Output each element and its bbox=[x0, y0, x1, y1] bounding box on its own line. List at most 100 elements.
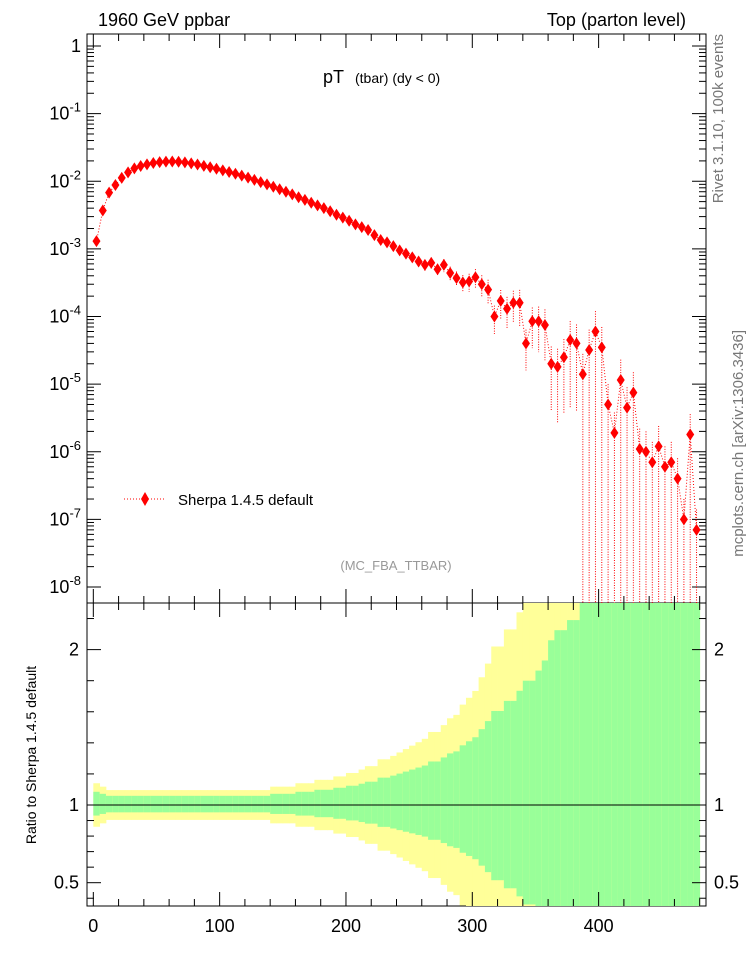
rivet-label: Rivet 3.1.10, 100k events bbox=[710, 34, 727, 203]
ratio-inner-band bbox=[503, 700, 511, 889]
ratio-inner-band bbox=[219, 795, 227, 813]
data-point bbox=[610, 426, 619, 439]
data-point bbox=[414, 255, 423, 268]
ratio-y-tick-label-right: 1 bbox=[714, 795, 724, 815]
ratio-inner-band bbox=[680, 603, 688, 906]
ratio-inner-band bbox=[516, 690, 524, 897]
ratio-inner-band bbox=[213, 795, 221, 813]
data-point bbox=[553, 360, 562, 373]
ratio-inner-band bbox=[560, 630, 568, 906]
data-point bbox=[206, 161, 215, 174]
x-tick-label: 400 bbox=[584, 916, 614, 936]
data-point bbox=[130, 162, 139, 175]
ratio-inner-band bbox=[352, 785, 360, 821]
ratio-y-tick-label-right: 0.5 bbox=[714, 873, 739, 893]
data-point bbox=[326, 205, 335, 218]
data-point bbox=[319, 202, 328, 215]
data-point bbox=[597, 341, 606, 354]
ratio-inner-band bbox=[447, 753, 454, 847]
ratio-inner-band bbox=[282, 793, 290, 814]
ratio-inner-band bbox=[137, 795, 145, 813]
ratio-bands bbox=[93, 603, 701, 906]
data-point bbox=[578, 368, 587, 381]
y-tick-label: 10-8 bbox=[49, 573, 81, 597]
ratio-inner-band bbox=[244, 795, 252, 813]
data-point bbox=[629, 386, 638, 399]
data-point bbox=[136, 160, 145, 173]
ratio-inner-band bbox=[453, 751, 461, 848]
data-series bbox=[92, 155, 701, 603]
ratio-inner-band bbox=[124, 795, 132, 813]
x-tick-label: 300 bbox=[457, 916, 487, 936]
data-point bbox=[572, 337, 581, 350]
data-point bbox=[566, 333, 575, 346]
x-tick-label: 0 bbox=[88, 916, 98, 936]
ratio-inner-band bbox=[112, 795, 119, 813]
data-point bbox=[345, 214, 354, 227]
y-tick-label: 10-1 bbox=[49, 100, 81, 124]
data-point bbox=[458, 276, 467, 289]
ratio-inner-band bbox=[238, 795, 246, 813]
y-tick-label: 10-7 bbox=[49, 505, 81, 529]
data-point bbox=[679, 513, 688, 526]
ratio-inner-band bbox=[308, 791, 315, 816]
data-point bbox=[161, 155, 170, 168]
data-point bbox=[338, 211, 347, 224]
data-point bbox=[218, 164, 227, 177]
ratio-inner-band bbox=[188, 795, 195, 813]
data-point bbox=[383, 236, 392, 249]
data-point bbox=[623, 401, 632, 414]
ratio-inner-band bbox=[585, 603, 593, 906]
data-point bbox=[648, 456, 657, 469]
ratio-y-tick-label: 1 bbox=[69, 795, 79, 815]
data-point bbox=[484, 283, 493, 296]
data-point bbox=[534, 315, 543, 328]
data-point bbox=[231, 167, 240, 180]
legend-entry: Sherpa 1.4.5 default bbox=[178, 492, 314, 509]
ratio-inner-band bbox=[529, 680, 536, 905]
data-point bbox=[313, 199, 322, 212]
data-point bbox=[471, 271, 480, 284]
data-point bbox=[477, 278, 486, 291]
legend: Sherpa 1.4.5 default bbox=[124, 492, 314, 509]
data-point bbox=[490, 310, 499, 323]
x-tick-label: 200 bbox=[331, 916, 361, 936]
ratio-inner-band bbox=[314, 789, 322, 818]
data-point bbox=[509, 296, 518, 309]
ratio-inner-band bbox=[617, 603, 625, 906]
y-tick-label: 10-6 bbox=[49, 438, 81, 462]
ratio-inner-band bbox=[636, 603, 644, 906]
ratio-inner-band bbox=[642, 603, 650, 906]
ratio-inner-band bbox=[421, 765, 429, 837]
data-point bbox=[351, 218, 360, 231]
ratio-inner-band bbox=[478, 729, 486, 866]
upper-axis-ticks: 1 10-1 10-2 10-3 10-4 10-5 10-6 10-7 10-8 bbox=[49, 34, 706, 603]
ratio-inner-band bbox=[491, 710, 498, 881]
ratio-inner-band bbox=[181, 795, 189, 813]
data-point bbox=[288, 188, 297, 201]
data-point bbox=[641, 445, 650, 458]
data-point bbox=[199, 159, 208, 172]
ratio-inner-band bbox=[510, 700, 517, 889]
plot-title-main: pT bbox=[323, 67, 344, 87]
ratio-inner-band bbox=[339, 787, 347, 819]
legend-marker bbox=[141, 492, 149, 506]
ratio-inner-band bbox=[548, 640, 555, 906]
data-point bbox=[585, 343, 594, 356]
data-point bbox=[408, 251, 417, 264]
ratio-inner-band bbox=[611, 603, 618, 906]
mcplots-label: mcplots.cern.ch [arXiv:1306.3436] bbox=[730, 330, 746, 557]
data-point bbox=[364, 224, 373, 237]
data-point bbox=[263, 178, 272, 191]
main-plot-frame bbox=[86, 33, 707, 604]
ratio-inner-band bbox=[604, 603, 612, 906]
data-point bbox=[686, 428, 695, 441]
ratio-inner-band bbox=[289, 793, 296, 814]
data-point bbox=[332, 208, 341, 221]
ratio-inner-band bbox=[415, 767, 423, 835]
ratio-inner-band bbox=[623, 603, 631, 906]
ratio-y-axis-label: Ratio to Sherpa 1.4.5 default bbox=[23, 666, 39, 844]
ratio-inner-band bbox=[649, 603, 656, 906]
ratio-inner-band bbox=[630, 603, 637, 906]
